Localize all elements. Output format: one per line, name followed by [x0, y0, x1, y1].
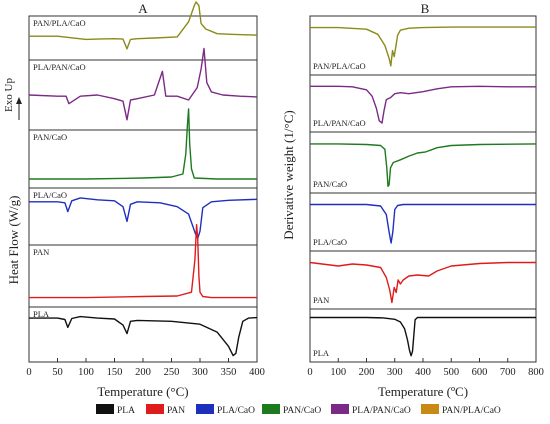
panel-a-curve-labels: PAN/PLA/CaO PLA/PAN/CaO PAN/CaO PLA/CaO PAN P… — [33, 18, 86, 319]
panel-b-title: B — [421, 1, 430, 16]
legend-label: PLA — [117, 406, 135, 416]
curve-label: PAN/CaO — [33, 132, 67, 142]
panel-a-title: A — [138, 1, 148, 16]
x-tick-label: 100 — [330, 367, 346, 378]
exo-up-annotation: Exo Up — [3, 78, 15, 112]
legend-swatch — [196, 404, 214, 414]
panel-a: A 0 50 100 150 200 250 300 350 400 PAN/PLA/CaO PL… — [3, 1, 265, 399]
legend-label: PAN/CaO — [283, 406, 321, 416]
series-line-pan-pla-cao — [29, 1, 258, 50]
x-tick-label: 350 — [221, 367, 237, 378]
series-line-pla-pan-cao — [310, 85, 536, 124]
x-tick-label: 300 — [387, 367, 403, 378]
x-tick-label: 200 — [135, 367, 151, 378]
x-tick-label: 600 — [472, 367, 488, 378]
series-line-pla-pan-cao — [28, 47, 258, 121]
curve-label: PLA/PAN/CaO — [313, 118, 366, 128]
x-tick-label: 100 — [78, 367, 94, 378]
series-line-pan — [29, 224, 257, 299]
legend-swatch — [96, 404, 114, 414]
series-line-pan — [309, 261, 536, 304]
legend-label: PAN/PLA/CaO — [442, 406, 501, 416]
x-tick-label: 400 — [249, 367, 265, 378]
legend-swatch — [421, 404, 439, 414]
x-tick-label: 200 — [359, 367, 375, 378]
panel-b: B 0 100 200 300 400 500 600 700 800 PAN/PLA/CaOP… — [281, 1, 544, 399]
legend-swatch — [262, 404, 280, 414]
panel-b-curve-labels: PAN/PLA/CaO PLA/PAN/CaO PAN/CaO PLA/CaO PAN P… — [313, 61, 366, 358]
panel-a-x-axis-label: Temperature (°C) — [97, 384, 188, 399]
panel-b-y-axis-label: Derivative weight (1/°C) — [281, 110, 296, 239]
curve-label: PLA/CaO — [313, 237, 347, 247]
panel-b-series — [309, 26, 537, 357]
curve-label: PLA/CaO — [33, 190, 67, 200]
x-tick-label: 0 — [26, 367, 31, 378]
x-tick-label: 250 — [164, 367, 180, 378]
x-tick-label: 0 — [307, 367, 312, 378]
curve-label: PLA/PAN/CaO — [33, 62, 86, 72]
panel-b-x-axis-label: Temperature (ºC) — [378, 384, 468, 399]
curve-label: PAN — [313, 295, 329, 305]
curve-label: PAN/CaO — [313, 179, 347, 189]
legend-label: PLA/PAN/CaO — [352, 406, 411, 416]
curve-label: PAN/PLA/CaO — [313, 61, 366, 71]
legend-label: PAN — [167, 406, 185, 416]
exo-up-arrow-icon — [16, 97, 22, 120]
series-line-pan-pla-cao — [310, 26, 536, 67]
legend-swatch — [146, 404, 164, 414]
curve-label: PAN/PLA/CaO — [33, 18, 86, 28]
x-tick-label: 150 — [107, 367, 123, 378]
legend-label: PLA/CaO — [217, 406, 255, 416]
x-tick-label: 400 — [415, 367, 431, 378]
series-line-pla-cao — [29, 197, 258, 240]
legend: PLA PAN PLA/CaO PAN/CaO PLA/PAN/CaO PAN/PLA/C… — [96, 404, 501, 416]
curve-label: PAN — [33, 247, 49, 257]
x-tick-label: 300 — [192, 367, 208, 378]
panel-b-x-ticks: 0 100 200 300 400 500 600 700 800 — [307, 358, 544, 378]
series-line-pan-cao — [29, 108, 257, 180]
panel-a-y-axis-label: Heat Flow (W/g) — [6, 196, 21, 285]
series-line-pla — [310, 316, 536, 357]
x-tick-label: 500 — [443, 367, 459, 378]
series-line-pla-cao — [310, 203, 536, 244]
x-tick-label: 700 — [500, 367, 516, 378]
legend-swatch — [331, 404, 349, 414]
panel-a-series — [28, 1, 258, 357]
series-line-pla — [29, 315, 258, 357]
panel-a-x-ticks: 0 50 100 150 200 250 300 350 400 — [26, 358, 265, 378]
curve-label: PLA — [33, 309, 50, 319]
curve-label: PLA — [313, 348, 330, 358]
x-tick-label: 800 — [528, 367, 544, 378]
series-line-pan-cao — [310, 143, 537, 187]
x-tick-label: 50 — [52, 367, 63, 378]
